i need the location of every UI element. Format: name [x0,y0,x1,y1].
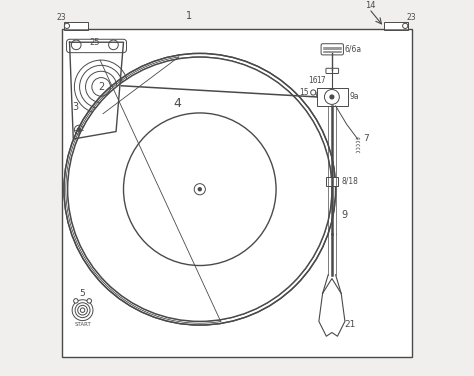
Circle shape [194,183,205,195]
Circle shape [74,125,83,134]
Bar [384,22,408,30]
Text: 14: 14 [365,1,375,10]
Text: 21: 21 [344,320,356,329]
Bar [64,22,88,30]
Circle shape [72,40,81,50]
Text: 16: 16 [308,76,318,85]
Circle shape [330,95,334,99]
Text: 9: 9 [341,210,347,220]
Bar [326,177,338,185]
Circle shape [87,299,91,303]
Text: 15: 15 [300,88,309,97]
Bar [62,29,412,357]
Circle shape [198,188,201,191]
Circle shape [109,40,118,50]
Circle shape [64,23,70,29]
Circle shape [68,57,332,321]
Text: 17: 17 [316,76,326,85]
Text: START: START [74,322,91,327]
Text: 4: 4 [173,97,182,110]
Circle shape [310,90,316,95]
Circle shape [77,128,81,132]
Text: 23: 23 [56,13,66,22]
Circle shape [402,23,408,29]
Text: 6/6a: 6/6a [345,45,362,54]
Bar [317,88,347,106]
Text: 2: 2 [98,82,104,92]
Text: 5: 5 [80,289,85,298]
Text: 23: 23 [406,13,416,22]
Text: 7: 7 [363,135,368,144]
Circle shape [73,299,78,303]
Text: 25: 25 [90,38,100,47]
FancyBboxPatch shape [321,44,344,55]
Text: 8/18: 8/18 [341,177,358,186]
Text: 9a: 9a [350,92,359,102]
FancyBboxPatch shape [66,39,127,53]
Text: 3: 3 [72,102,78,112]
Circle shape [324,89,339,105]
FancyBboxPatch shape [326,68,338,73]
Text: 1: 1 [185,11,191,21]
